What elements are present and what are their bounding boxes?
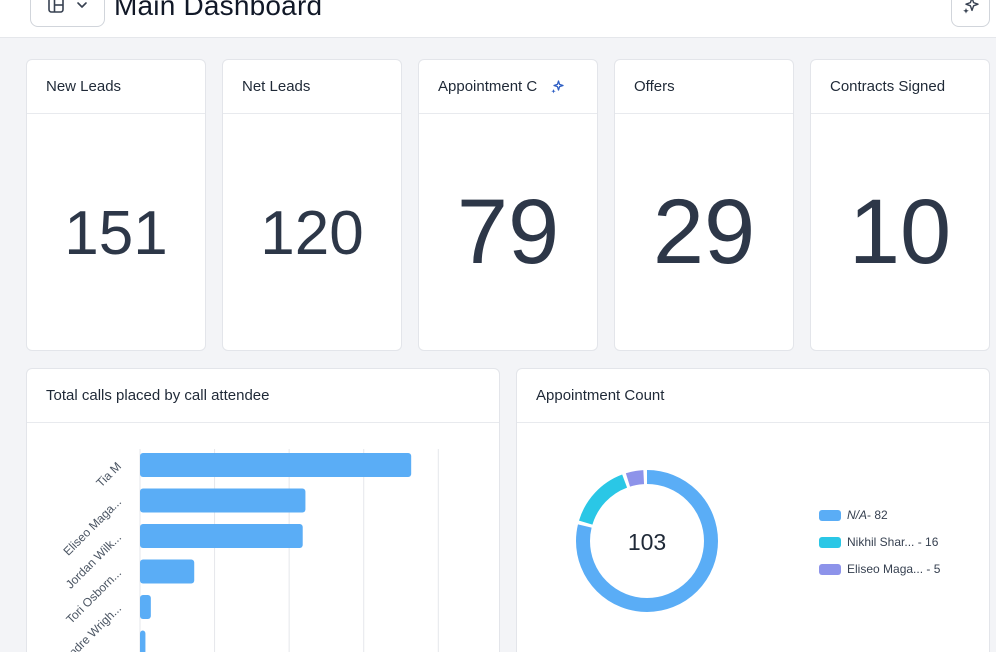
kpi-value: 79 xyxy=(456,181,560,283)
dashboard-header: Main Dashboard xyxy=(0,0,996,38)
card-title: Appointment Count xyxy=(536,387,665,404)
legend-label: Nikhil Shar... - 16 xyxy=(847,535,939,549)
legend-item[interactable]: N/A - 82 xyxy=(819,508,888,522)
legend-label: N/A xyxy=(847,508,868,522)
chevron-down-icon xyxy=(75,0,89,17)
bar[interactable] xyxy=(140,559,195,584)
legend-swatch xyxy=(819,509,841,521)
bar[interactable] xyxy=(140,595,151,619)
calls-by-attendee-card[interactable]: Total calls placed by call attendee Tia … xyxy=(26,368,500,652)
bar[interactable] xyxy=(140,453,412,477)
bar[interactable] xyxy=(140,630,146,652)
ai-assistant-button[interactable] xyxy=(951,0,990,27)
kpi-value: 151 xyxy=(64,199,168,268)
kpi-card-offers[interactable]: Offers 29 xyxy=(614,59,794,351)
legend-label: - 82 xyxy=(867,508,888,522)
card-title: Total calls placed by call attendee xyxy=(46,387,270,404)
bar-category-label: Tia M xyxy=(93,459,124,490)
kpi-title: Appointment C xyxy=(438,78,538,95)
kpi-title: New Leads xyxy=(46,78,122,95)
kpi-title: Contracts Signed xyxy=(830,78,946,95)
page-title: Main Dashboard xyxy=(114,0,323,21)
donut-center-total: 103 xyxy=(627,529,667,555)
legend-item[interactable]: Eliseo Maga... - 5 xyxy=(819,562,940,576)
sparkle-icon[interactable] xyxy=(549,79,565,95)
appointment-donut-chart: 103 N/A - 82 Nikhil Shar... - 16 Eliseo Mag… xyxy=(517,423,989,652)
kpi-title: Net Leads xyxy=(242,78,311,95)
legend-label: Eliseo Maga... - 5 xyxy=(847,562,941,576)
appointment-count-card[interactable]: Appointment Count 103 N/A - 82 Nikhil Shar… xyxy=(516,368,990,652)
kpi-card-net-leads[interactable]: Net Leads 120 xyxy=(222,59,402,351)
legend-item[interactable]: Nikhil Shar... - 16 xyxy=(819,535,938,549)
kpi-card-new-leads[interactable]: New Leads 151 xyxy=(26,59,206,351)
kpi-card-contracts-signed[interactable]: Contracts Signed 10 xyxy=(810,59,990,351)
legend-swatch xyxy=(819,563,841,575)
layout-panel-icon xyxy=(47,0,65,19)
kpi-card-appointments[interactable]: Appointment C 79 xyxy=(418,59,598,351)
kpi-value: 120 xyxy=(260,199,364,268)
bar[interactable] xyxy=(140,524,303,548)
legend-swatch xyxy=(819,536,841,548)
bar[interactable] xyxy=(140,488,306,513)
kpi-title: Offers xyxy=(634,78,675,95)
calls-bar-chart: Tia M Eliseo Maga... Jordan Wilk... Tori Os… xyxy=(27,423,499,652)
kpi-value: 10 xyxy=(848,181,952,283)
appointment-donut-svg xyxy=(576,470,718,612)
donut-slice[interactable] xyxy=(576,470,718,612)
layout-dropdown-button[interactable] xyxy=(30,0,105,27)
kpi-value: 29 xyxy=(652,181,756,283)
sparkle-icon xyxy=(961,0,981,20)
